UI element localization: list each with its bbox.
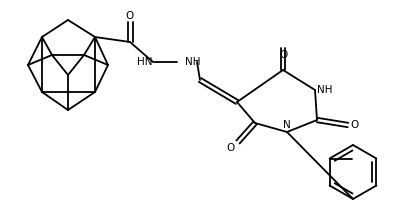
- Text: O: O: [227, 143, 235, 153]
- Text: N: N: [283, 120, 291, 130]
- Text: O: O: [126, 11, 134, 21]
- Text: NH: NH: [317, 85, 332, 95]
- Text: O: O: [279, 50, 287, 60]
- Text: HN: HN: [136, 57, 152, 67]
- Text: O: O: [350, 120, 358, 130]
- Text: NH: NH: [185, 57, 201, 67]
